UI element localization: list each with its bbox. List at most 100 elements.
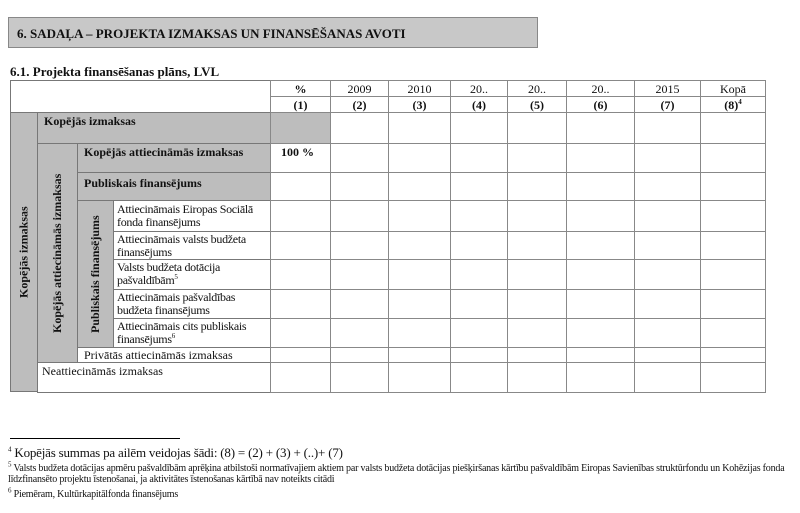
data-cell[interactable] [566,289,635,319]
data-cell[interactable] [507,112,567,144]
row-label-state-budget: Attiecināmais valsts budžeta finansējums [113,231,271,260]
data-cell[interactable] [566,347,635,363]
data-cell[interactable] [507,200,567,232]
data-cell[interactable] [450,112,508,144]
data-cell[interactable] [700,347,766,363]
percent-cell [270,200,331,232]
data-cell[interactable] [450,259,508,290]
data-cell[interactable] [330,143,389,173]
data-cell[interactable] [450,231,508,260]
data-cell[interactable] [700,318,766,348]
column-number-text: (2) [352,98,367,112]
data-cell[interactable] [450,318,508,348]
column-number-text: (7) [660,98,675,112]
column-header: 2009 [330,80,389,97]
data-cell[interactable] [388,259,451,290]
data-cell[interactable] [330,200,389,232]
data-cell[interactable] [634,289,701,319]
data-cell[interactable] [566,143,635,173]
data-cell[interactable] [700,143,766,173]
data-cell[interactable] [388,200,451,232]
row-label-esf: Attiecināmais Eiropas Sociālā fonda fina… [113,200,271,232]
data-cell[interactable] [507,143,567,173]
data-cell[interactable] [330,172,389,201]
data-cell[interactable] [634,362,701,393]
column-number-text: (1) [293,98,308,112]
data-cell[interactable] [330,318,389,348]
row-label-eligible: Kopējās attiecināmās izmaksas [77,143,271,173]
data-cell[interactable] [634,259,701,290]
data-cell[interactable] [330,112,389,144]
data-cell[interactable] [700,231,766,260]
data-cell[interactable] [507,172,567,201]
row-label-other-public: Attiecināmais cits publiskais finansējum… [113,318,271,348]
data-cell[interactable] [634,347,701,363]
vertical-label-text: Kopējās izmaksas [16,206,31,298]
data-cell[interactable] [700,259,766,290]
data-cell[interactable] [388,289,451,319]
data-cell[interactable] [388,347,451,363]
percent-cell [270,362,331,393]
data-cell[interactable] [330,259,389,290]
data-cell[interactable] [450,289,508,319]
data-cell[interactable] [507,362,567,393]
label-text: Attiecināmais cits publiskais finansējum… [117,319,247,346]
data-cell[interactable] [388,318,451,348]
column-header: 20.. [450,80,508,97]
data-cell[interactable] [330,231,389,260]
data-cell[interactable] [507,259,567,290]
data-cell[interactable] [566,318,635,348]
column-number-text: (4) [472,98,486,112]
data-cell[interactable] [388,231,451,260]
data-cell[interactable] [566,362,635,393]
row-label-total: Kopējās izmaksas [37,112,271,144]
data-cell[interactable] [330,362,389,393]
data-cell[interactable] [634,231,701,260]
data-cell[interactable] [566,172,635,201]
data-cell[interactable] [388,172,451,201]
data-cell[interactable] [566,231,635,260]
data-cell[interactable] [700,172,766,201]
footnote-number: 4 [8,445,12,454]
column-number: (8)4 [700,96,766,113]
data-cell[interactable] [450,143,508,173]
data-cell[interactable] [634,143,701,173]
column-header: % [270,80,331,97]
data-cell[interactable] [507,231,567,260]
vertical-label-text: Kopējās attiecināmās izmaksas [50,173,64,333]
data-cell[interactable] [450,347,508,363]
data-cell[interactable] [330,289,389,319]
data-cell[interactable] [388,362,451,393]
vertical-label-public: Publiskais finansējums [77,200,114,348]
data-cell[interactable] [566,112,635,144]
data-cell[interactable] [700,112,766,144]
footnote-separator [10,438,180,439]
data-cell[interactable] [388,143,451,173]
data-cell[interactable] [566,259,635,290]
column-number: (5) [507,96,567,113]
footnote-text: Valsts budžeta dotācijas apmēru pašvaldī… [8,463,785,485]
data-cell[interactable] [634,172,701,201]
data-cell[interactable] [330,347,389,363]
data-cell[interactable] [700,200,766,232]
data-cell[interactable] [388,112,451,144]
column-header: 20.. [507,80,567,97]
data-cell[interactable] [634,318,701,348]
data-cell[interactable] [634,112,701,144]
data-cell[interactable] [700,289,766,319]
data-cell[interactable] [450,200,508,232]
vertical-label-eligible: Kopējās attiecināmās izmaksas [37,143,78,363]
percent-cell [270,347,331,363]
data-cell[interactable] [450,362,508,393]
data-cell[interactable] [507,289,567,319]
data-cell[interactable] [450,172,508,201]
data-cell[interactable] [700,362,766,393]
footnote-text: Piemēram, Kultūrkapitālfonda finansējums [13,489,179,500]
percent-cell: 100 % [270,143,331,173]
data-cell[interactable] [507,318,567,348]
vertical-label-text: Publiskais finansējums [88,215,102,333]
section-title: 6. SADAĻA – PROJEKTA IZMAKSAS UN FINANSĒ… [8,17,538,48]
data-cell[interactable] [634,200,701,232]
data-cell[interactable] [566,200,635,232]
data-cell[interactable] [507,347,567,363]
